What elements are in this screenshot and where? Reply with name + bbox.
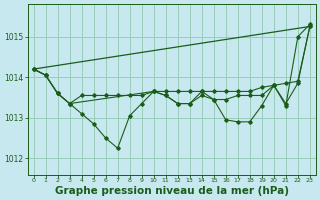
X-axis label: Graphe pression niveau de la mer (hPa): Graphe pression niveau de la mer (hPa) [55, 186, 289, 196]
